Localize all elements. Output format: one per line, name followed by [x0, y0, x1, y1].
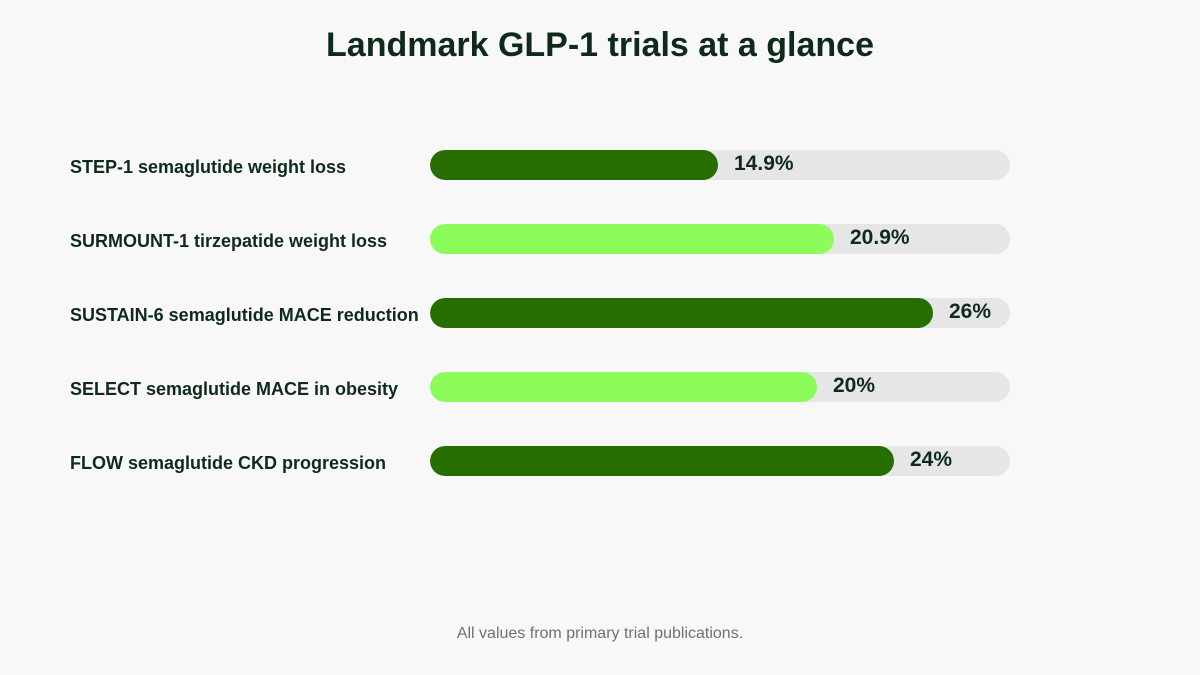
bar	[430, 372, 817, 402]
bar-track	[430, 224, 1010, 254]
category-label: FLOW semaglutide CKD progression	[70, 453, 387, 473]
data-label: 24%	[910, 448, 953, 471]
data-label: 20.9%	[850, 226, 910, 249]
bar-track	[430, 372, 1010, 402]
chart-footnote: All values from primary trial publicatio…	[456, 625, 744, 642]
bar-track	[430, 446, 1010, 476]
data-label: 14.9%	[734, 152, 794, 175]
bar	[430, 224, 834, 254]
data-label: 26%	[949, 300, 992, 323]
category-label: SELECT semaglutide MACE in obesity	[70, 379, 399, 399]
bar	[430, 150, 718, 180]
category-label: SURMOUNT-1 tirzepatide weight loss	[70, 231, 388, 251]
bar-track	[430, 150, 1010, 180]
data-label: 20%	[833, 374, 876, 397]
bar	[430, 298, 933, 328]
category-label: STEP-1 semaglutide weight loss	[70, 157, 347, 177]
bar	[430, 446, 894, 476]
category-label: SUSTAIN-6 semaglutide MACE reduction	[70, 305, 419, 325]
chart-title: Landmark GLP-1 trials at a glance	[326, 26, 874, 64]
bar-track	[430, 298, 1010, 328]
